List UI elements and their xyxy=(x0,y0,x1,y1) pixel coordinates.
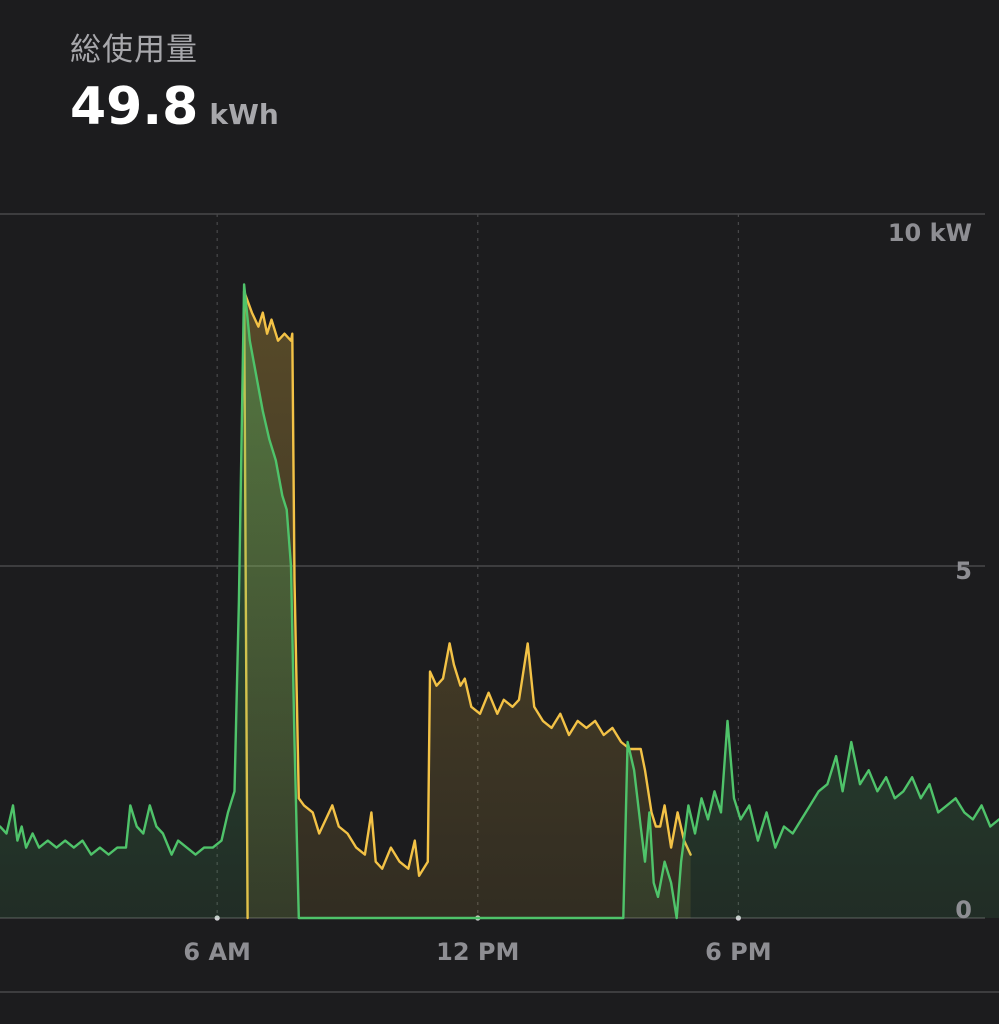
y-tick-label: 0 xyxy=(955,896,972,924)
series xyxy=(0,283,999,920)
y-tick-label: 10 kW xyxy=(888,219,972,247)
summary-header: 総使用量 49.8 kWh xyxy=(70,24,279,137)
solar-area xyxy=(244,291,691,918)
home-line xyxy=(0,283,999,920)
solar-line xyxy=(242,290,692,920)
total-usage: 49.8 kWh xyxy=(70,77,279,137)
axis-labels: 10 kW 5 0 6 AM 12 PM 6 PM xyxy=(183,219,972,966)
x-tick-label: 12 PM xyxy=(436,938,519,966)
y-tick-label: 5 xyxy=(955,557,972,585)
home-area xyxy=(0,284,999,918)
total-usage-value: 49.8 xyxy=(70,77,199,137)
total-usage-title: 総使用量 xyxy=(70,32,198,68)
total-usage-unit: kWh xyxy=(209,98,279,131)
x-tick-label: 6 PM xyxy=(705,938,772,966)
x-tick-label: 6 AM xyxy=(183,938,251,966)
